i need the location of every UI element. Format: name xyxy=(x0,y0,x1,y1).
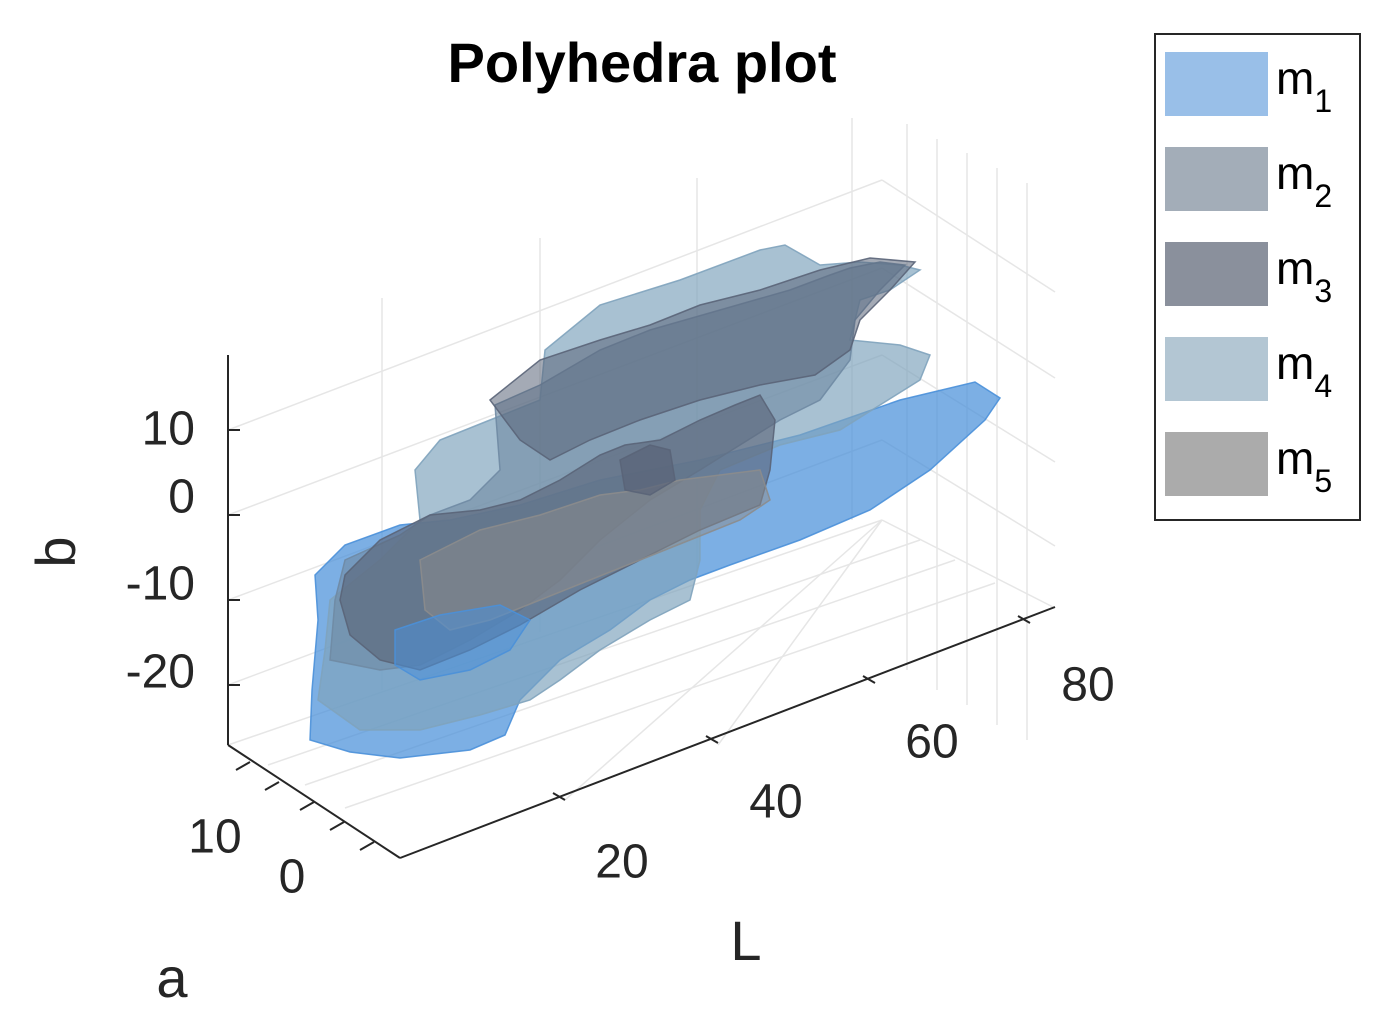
legend-label: m2 xyxy=(1276,147,1332,214)
polyhedra xyxy=(309,244,1002,759)
L-tick-label: 80 xyxy=(1061,659,1114,712)
legend-swatch xyxy=(1165,147,1268,211)
polyhedron-1 xyxy=(394,604,532,681)
legend-label: m4 xyxy=(1276,337,1332,404)
legend-swatch xyxy=(1165,52,1268,116)
b-tick-label: 0 xyxy=(168,471,195,524)
b-axis-label: b xyxy=(24,536,87,567)
legend-swatch xyxy=(1165,432,1268,496)
b-tick-label: -10 xyxy=(126,558,195,611)
a-tick-labels: 10 0 xyxy=(188,811,305,904)
L-tick-label: 60 xyxy=(905,716,958,769)
legend-label: m5 xyxy=(1276,432,1332,499)
legend-swatch xyxy=(1165,242,1268,306)
chart-title: Polyhedra plot xyxy=(448,31,837,94)
axes xyxy=(227,355,1056,859)
legend: m1 m2 m3 m4 m5 xyxy=(1154,33,1361,521)
a-tick-label: 0 xyxy=(279,851,306,904)
b-tick-label: 10 xyxy=(142,403,195,456)
legend-swatch xyxy=(1165,337,1268,401)
b-tick-labels: 10 0 -10 -20 xyxy=(126,403,195,699)
polyhedron-3 xyxy=(619,444,676,496)
legend-label: m1 xyxy=(1276,52,1332,119)
a-tick-label: 10 xyxy=(188,811,241,864)
legend-label: m3 xyxy=(1276,242,1332,309)
b-tick-label: -20 xyxy=(126,646,195,699)
polyhedron-3 xyxy=(488,257,917,461)
L-tick-label: 40 xyxy=(749,776,802,829)
L-axis-label: L xyxy=(730,909,761,972)
tick-marks xyxy=(228,429,1031,851)
L-tick-label: 20 xyxy=(595,836,648,889)
L-tick-labels: 20 40 60 80 xyxy=(595,659,1114,889)
a-axis-label: a xyxy=(156,946,188,1009)
